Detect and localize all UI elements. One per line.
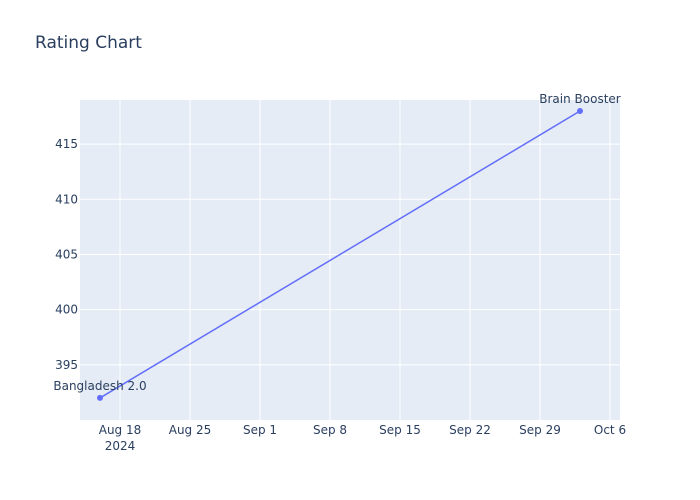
x-tick-label: Sep 15: [379, 423, 421, 437]
data-point: [97, 394, 103, 401]
y-tick-label: 415: [55, 137, 78, 151]
data-point: [577, 108, 583, 115]
data-label: Brain Booster: [539, 92, 621, 106]
x-tick-label: Sep 22: [449, 423, 491, 437]
chart-title: Rating Chart: [35, 33, 142, 53]
x-tick-label: Sep 8: [313, 423, 347, 437]
x-tick-label: Sep 1: [243, 423, 277, 437]
x-tick-sublabel: 2024: [105, 439, 136, 453]
y-tick-label: 405: [55, 247, 78, 261]
data-label: Bangladesh 2.0: [53, 379, 146, 393]
x-axis: Aug 18 2024 Aug 25 Sep 1 Sep 8 Sep 15 Sep 22 Se…: [99, 423, 626, 453]
series-line: [99, 110, 581, 399]
y-tick-label: 410: [55, 192, 78, 206]
series-layer: Bangladesh 2.0 Brain Booster: [53, 92, 621, 401]
plot-area: [80, 100, 620, 420]
x-tick-label: Aug 18: [99, 423, 142, 437]
x-tick-label: Sep 29: [519, 423, 561, 437]
y-tick-label: 400: [55, 303, 78, 317]
y-axis: 395 400 405 410 415: [55, 137, 78, 372]
x-tick-label: Oct 6: [594, 423, 626, 437]
y-tick-label: 395: [55, 358, 78, 372]
x-tick-label: Aug 25: [169, 423, 212, 437]
